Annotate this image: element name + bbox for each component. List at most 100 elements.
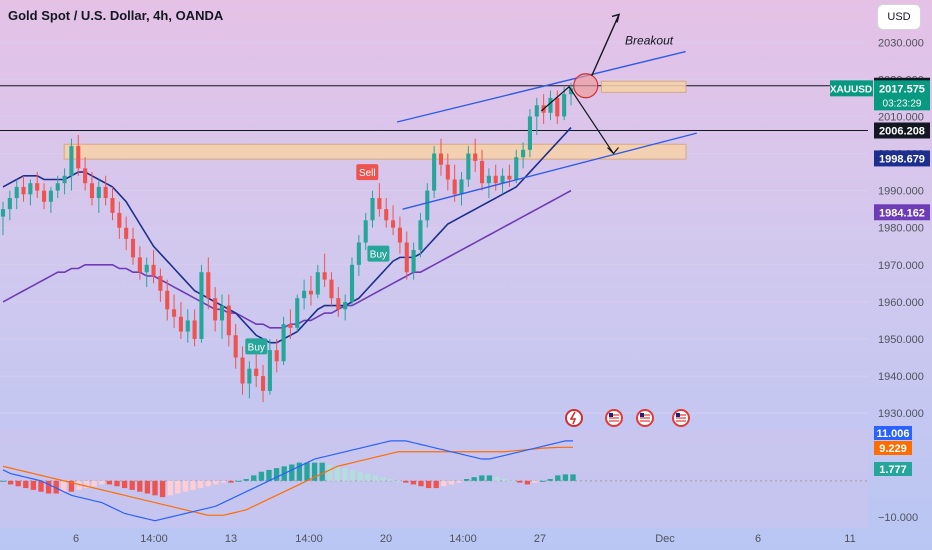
price-tag-box (874, 122, 930, 139)
price-tick-label: 1930.000 (878, 408, 924, 420)
bearish-candle (438, 138, 444, 176)
macd-histogram-bar (106, 480, 113, 485)
macd-histogram-bar (45, 480, 52, 494)
bearish-candle (213, 287, 218, 332)
candle-body (459, 179, 464, 195)
histogram-value-tag: 1.777 (874, 462, 912, 476)
macd-background (0, 430, 868, 528)
candle-body (562, 94, 567, 117)
candle-body (89, 183, 95, 199)
tag-text: 1.777 (879, 464, 907, 476)
us-flag-icon[interactable] (605, 409, 623, 427)
buy-signal-box (245, 338, 268, 355)
candle-body (172, 309, 177, 317)
bullish-candle (548, 90, 553, 121)
macd-histogram-bar (144, 480, 151, 494)
candle-body (28, 183, 33, 195)
price-tick-label: 1940.000 (878, 371, 924, 383)
bullish-candle (144, 257, 149, 288)
candle-body (21, 186, 26, 195)
price-tick-label: 1960.000 (878, 297, 924, 309)
candle-body (486, 175, 491, 184)
bullish-candle (486, 168, 491, 199)
candle-body (521, 149, 526, 158)
bullish-candle (425, 183, 430, 228)
macd-histogram-bar (334, 466, 341, 481)
bullish-candle (459, 172, 464, 206)
macd-histogram-bar (387, 479, 394, 481)
tag-box (874, 426, 912, 440)
macd-histogram-bar (304, 462, 310, 481)
macd-histogram-bar (539, 480, 546, 482)
candle-body (473, 153, 478, 161)
macd-histogram-bar (121, 480, 128, 489)
macd-histogram-bar (380, 477, 386, 481)
sell-signal-box (356, 164, 379, 181)
breakout-arrow-head (611, 13, 621, 23)
macd-histogram-bar (15, 480, 21, 487)
bullish-candle (28, 179, 33, 206)
bearish-candle (397, 216, 402, 254)
lightning-event-icon[interactable] (565, 409, 583, 427)
macd-histogram-bar (479, 475, 485, 481)
macd-histogram-bar (372, 475, 379, 481)
bullish-candle (568, 83, 574, 106)
bearish-candle (473, 138, 478, 173)
time-tick-label: 20 (380, 533, 392, 545)
macd-histogram-bar (456, 480, 462, 483)
bullish-candle (267, 338, 272, 395)
currency-button[interactable]: USD (877, 4, 921, 30)
candle-body (7, 198, 12, 210)
macd-histogram-bar (91, 480, 97, 487)
macd-histogram-bar (555, 475, 561, 481)
bearish-candle (192, 309, 197, 347)
bullish-candle (500, 168, 505, 195)
candlesticks (0, 83, 574, 403)
time-tick-label: 14:00 (140, 533, 168, 545)
bearish-candle (308, 275, 314, 306)
candle-body (281, 324, 286, 362)
bearish-candle (254, 353, 259, 388)
time-tick-label: Dec (655, 533, 675, 545)
signal-value-tag: 9.229 (874, 441, 912, 455)
bullish-candle (62, 168, 67, 195)
candle-body (274, 350, 279, 362)
bearish-candle (172, 294, 177, 328)
macd-histogram-bar (418, 480, 424, 487)
macd-signal-line (2, 446, 573, 516)
candle-body (35, 183, 40, 191)
macd-histogram-bar (273, 468, 280, 481)
us-flag-icon[interactable] (672, 409, 690, 427)
lightning-bolt (569, 411, 577, 425)
time-tick-label: 11 (844, 533, 855, 545)
bullish-candle (418, 212, 423, 258)
macd-histogram-bar (243, 479, 249, 481)
candle-body (0, 209, 6, 217)
macd-histogram-bar (235, 480, 242, 482)
macd-histogram-bar (327, 464, 333, 481)
us-flag-icon[interactable] (636, 409, 654, 427)
macd-histogram-bar (197, 480, 204, 489)
macd-histogram-bar (137, 480, 143, 492)
candle-body (507, 175, 512, 180)
candle-body (336, 298, 341, 310)
macd-histogram-bar (53, 480, 59, 494)
candle-body (315, 272, 320, 295)
breakout-circle (573, 73, 599, 99)
bearish-candle (21, 175, 26, 202)
macd-histogram-bar (471, 477, 477, 481)
macd-histogram-bar (152, 480, 158, 496)
symbol-tag-box (830, 80, 873, 97)
candle-body (124, 227, 129, 239)
bearish-candle (124, 216, 129, 250)
candle-body (384, 209, 389, 221)
event-icons[interactable] (565, 409, 690, 427)
price-tick-label: 1990.000 (878, 186, 924, 198)
macd-histogram-bar (167, 480, 173, 496)
bearish-candle (35, 172, 40, 199)
price-axis: 1930.000 1940.000 1950.000 1960.000 1970.000… (0, 37, 924, 420)
price-tick-label: 1970.000 (878, 260, 924, 272)
macd-histogram-bar (296, 462, 303, 481)
